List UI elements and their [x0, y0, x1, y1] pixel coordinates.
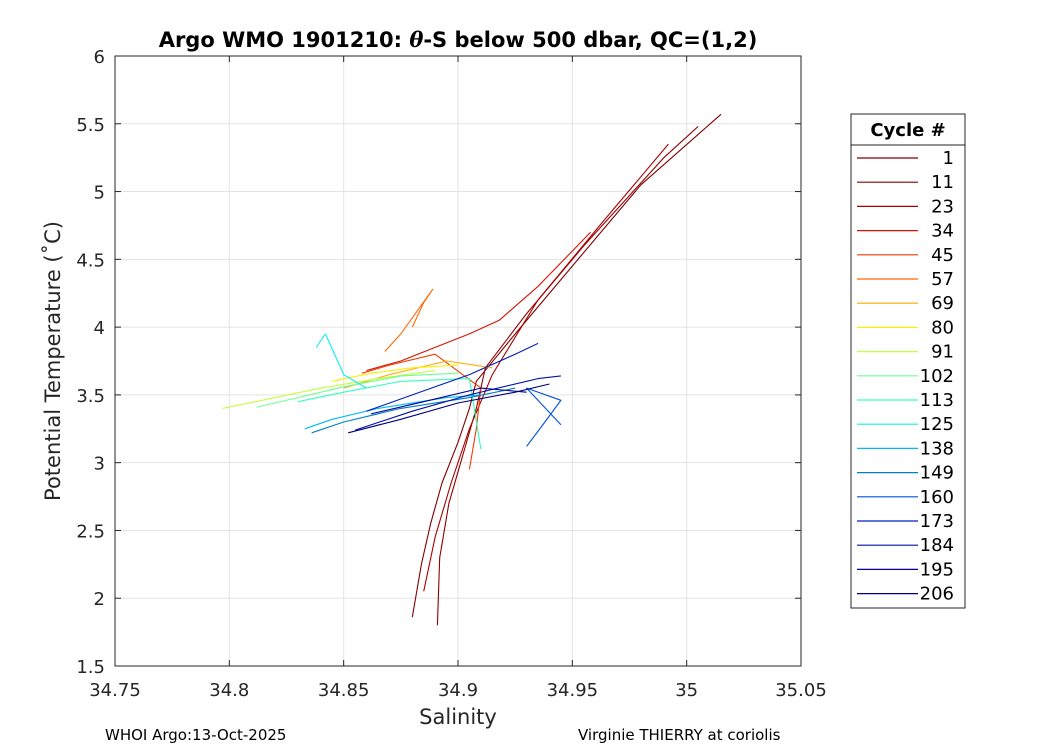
x-tick-label: 34.75	[89, 680, 141, 701]
legend-label: 149	[920, 463, 954, 484]
legend-label: 11	[931, 172, 954, 193]
x-tick-label: 35	[675, 680, 698, 701]
x-tick-label: 35.05	[775, 680, 827, 701]
series-line-cycle-23	[423, 143, 669, 592]
x-tick-label: 34.85	[318, 680, 370, 701]
x-axis-ticks: 34.75 34.8 34.85 34.9 34.95 35 35.05	[89, 56, 827, 701]
y-tick-label: 2.5	[76, 521, 105, 542]
footer-left-text: WHOI Argo:13-Oct-2025	[105, 726, 287, 744]
series-line-cycle-160	[526, 387, 562, 447]
series-line-cycle-195	[370, 387, 527, 415]
y-tick-label: 3.5	[76, 386, 105, 407]
y-tick-label: 3	[94, 454, 105, 475]
legend-entries: 1112334455769809110211312513814916017318…	[857, 148, 954, 605]
legend-label: 1	[943, 148, 954, 169]
series-line-cycle-11	[436, 126, 699, 626]
y-tick-label: 1.5	[76, 657, 105, 678]
series-line-cycle-102	[256, 372, 459, 408]
legend-label: 160	[920, 487, 954, 508]
legend-label: 138	[920, 438, 954, 459]
series-line-cycle-57	[384, 288, 434, 352]
x-axis-label: Salinity	[419, 705, 497, 729]
legend-label: 206	[920, 584, 954, 605]
series-line-cycle-80	[332, 364, 459, 382]
footer-right-text: Virginie THIERRY at coriolis	[578, 726, 781, 744]
series-line-cycle-113	[297, 378, 482, 450]
legend: Cycle # 11123344557698091102113125138149…	[850, 113, 966, 609]
legend-label: 23	[931, 196, 954, 217]
series-line-cycle-1	[411, 113, 722, 618]
x-tick-label: 34.9	[438, 680, 478, 701]
legend-label: 80	[931, 317, 954, 338]
chart-title: Argo WMO 1901210: θ-S below 500 dbar, QC…	[159, 27, 758, 52]
series-line-cycle-206	[348, 383, 550, 434]
legend-label: 113	[920, 390, 954, 411]
series-line-cycle-184	[354, 375, 561, 431]
legend-label: 125	[920, 414, 954, 435]
series-line-cycle-138	[304, 394, 481, 430]
legend-box	[850, 113, 966, 609]
legend-label: 173	[920, 511, 954, 532]
y-tick-label: 6	[94, 47, 105, 68]
y-tick-label: 5	[94, 183, 105, 204]
legend-label: 57	[931, 269, 954, 290]
legend-title: Cycle #	[870, 120, 945, 141]
y-tick-label: 4.5	[76, 250, 105, 271]
legend-label: 34	[931, 221, 954, 242]
y-axis-ticks: 1.5 2 2.5 3 3.5 4 4.5 5 5.5 6	[76, 47, 801, 678]
series-line-cycle-91	[222, 369, 436, 409]
series-line-cycle-125	[315, 333, 367, 389]
x-tick-label: 34.8	[209, 680, 249, 701]
y-axis-label: Potential Temperature (˚C)	[41, 221, 65, 501]
y-tick-label: 2	[94, 589, 105, 610]
series-line-cycle-173	[366, 342, 539, 412]
legend-label: 184	[920, 535, 954, 556]
series-line-cycle-45	[361, 353, 482, 470]
series-line-cycle-34	[366, 231, 591, 372]
x-tick-label: 34.95	[547, 680, 599, 701]
legend-label: 69	[931, 293, 954, 314]
y-tick-label: 5.5	[76, 115, 105, 136]
series-line-cycle-149	[311, 387, 516, 434]
y-tick-label: 4	[94, 318, 105, 339]
legend-label: 102	[920, 366, 954, 387]
legend-label: 45	[931, 245, 954, 266]
legend-label: 195	[920, 559, 954, 580]
grid-lines	[114, 55, 802, 667]
legend-label: 91	[931, 342, 954, 363]
series-layer	[222, 113, 722, 626]
